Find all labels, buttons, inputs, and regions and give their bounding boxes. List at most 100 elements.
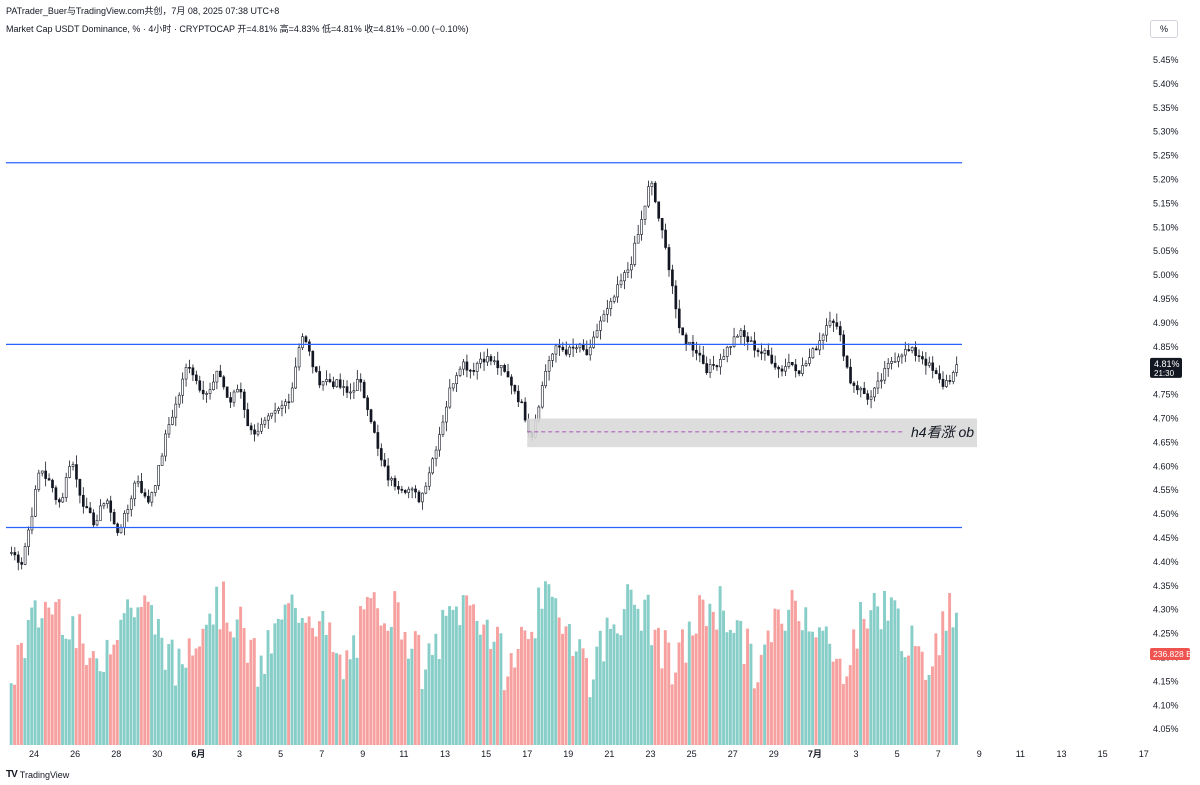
x-tick-label: 15 xyxy=(1098,749,1108,759)
candle xyxy=(777,365,780,378)
volume-bar xyxy=(280,619,284,745)
candle xyxy=(181,372,184,404)
candle xyxy=(869,390,873,409)
chart-attribution: PATrader_Buer与TradingView.com共创，7月 08, 2… xyxy=(6,6,280,16)
volume-bar xyxy=(523,630,527,745)
volume-bar xyxy=(790,590,794,745)
candle xyxy=(68,460,71,479)
volume-bar xyxy=(156,619,160,745)
y-tick-label: 5.40% xyxy=(1153,79,1179,89)
candle xyxy=(677,299,681,334)
candle xyxy=(773,355,777,370)
candle xyxy=(13,547,17,561)
ob-zone-label: h4看涨 ob xyxy=(911,424,974,440)
volume-bar xyxy=(612,624,616,745)
candle xyxy=(719,353,722,375)
volume-bar xyxy=(591,679,595,745)
volume-bar xyxy=(444,615,448,745)
candle xyxy=(808,348,811,367)
candle xyxy=(482,351,486,371)
candle xyxy=(629,256,633,279)
volume-bar xyxy=(13,684,17,745)
candle xyxy=(927,356,931,368)
candle xyxy=(61,492,65,503)
x-tick-label: 13 xyxy=(1056,749,1066,759)
ob-zone-rect[interactable] xyxy=(527,418,977,448)
volume-bar xyxy=(249,639,253,745)
candle xyxy=(410,486,414,499)
volume-bar xyxy=(16,644,20,745)
volume-bar xyxy=(410,648,414,745)
y-tick-label: 4.10% xyxy=(1153,700,1179,710)
y-tick-label: 5.10% xyxy=(1153,222,1179,232)
volume-bar xyxy=(417,634,421,745)
candle xyxy=(893,352,897,363)
candle xyxy=(486,348,489,367)
candle xyxy=(931,356,935,379)
x-tick-label: 5 xyxy=(278,749,283,759)
volume-bar xyxy=(554,598,558,745)
volume-bar xyxy=(37,627,41,745)
candle xyxy=(140,473,143,494)
y-tick-label: 4.30% xyxy=(1153,605,1179,615)
candle xyxy=(157,465,160,490)
volume-bar xyxy=(383,623,386,745)
candle xyxy=(256,422,260,437)
candle xyxy=(266,412,270,429)
candle xyxy=(198,375,202,393)
candle xyxy=(814,345,818,351)
volume-bar xyxy=(215,586,219,745)
candle xyxy=(171,409,174,426)
candle xyxy=(143,488,147,499)
volume-bar xyxy=(513,667,517,745)
x-tick-label: 26 xyxy=(70,749,80,759)
candle xyxy=(37,469,41,492)
volume-bar xyxy=(369,598,373,745)
y-tick-label: 5.00% xyxy=(1153,270,1179,280)
volume-bar xyxy=(54,602,58,745)
candle xyxy=(366,395,369,417)
volume-bar xyxy=(482,624,486,745)
volume-bar xyxy=(246,662,249,745)
volume-bar xyxy=(235,619,239,745)
volume-bar xyxy=(115,640,119,745)
volume-bar xyxy=(160,637,164,745)
volume-bar xyxy=(379,625,383,745)
volume-bar xyxy=(222,581,225,745)
candle xyxy=(880,373,883,389)
volume-bar xyxy=(475,620,479,745)
volume-bar xyxy=(266,630,270,745)
candle xyxy=(876,371,880,394)
candle xyxy=(153,484,157,497)
volume-bar xyxy=(687,621,691,745)
candle xyxy=(701,345,705,365)
candle xyxy=(499,364,503,376)
volume-bar xyxy=(91,651,95,745)
percent-scale-toggle[interactable]: % xyxy=(1150,20,1178,38)
candle xyxy=(379,443,383,467)
candle xyxy=(123,510,126,536)
candle xyxy=(818,332,822,355)
volume-bar xyxy=(910,625,914,745)
x-tick-label: 13 xyxy=(440,749,450,759)
candle xyxy=(650,180,654,196)
candle xyxy=(133,480,137,507)
candle xyxy=(513,384,517,395)
candle xyxy=(890,356,893,370)
candle xyxy=(160,452,164,466)
x-tick-label: 21 xyxy=(604,749,614,759)
candle xyxy=(602,310,606,322)
candle xyxy=(427,466,431,491)
volume-bar xyxy=(619,635,623,745)
volume-bar xyxy=(831,661,835,745)
candle xyxy=(821,333,825,350)
symbol-legend[interactable]: Market Cap USDT Dominance, % · 4小时 · CRY… xyxy=(6,24,469,34)
candle xyxy=(297,343,301,371)
horizontal-levels xyxy=(6,162,962,529)
volume-bar xyxy=(198,646,201,745)
candle xyxy=(229,392,232,409)
volume-bar xyxy=(85,665,88,745)
candle xyxy=(434,446,438,467)
candle xyxy=(287,393,291,410)
